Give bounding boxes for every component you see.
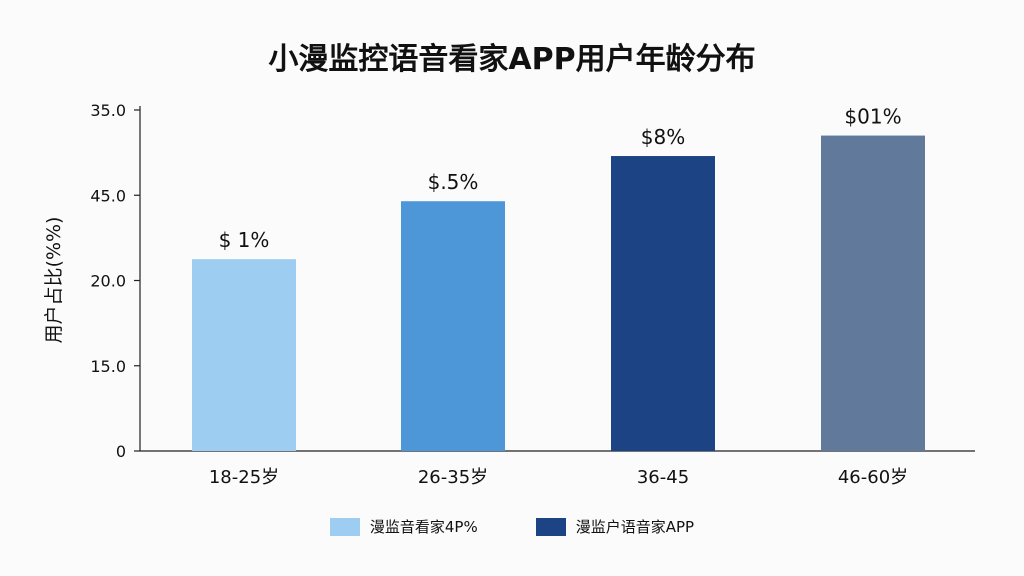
x-tick-label-3: 36-45 [637, 467, 689, 488]
legend-label-1: 漫监音看家4P% [369, 518, 478, 536]
chart-title: 小漫监控语音看家APP用户年龄分布 [268, 42, 756, 77]
bar-3 [611, 156, 715, 451]
y-tick-label: 35.0 [90, 101, 126, 120]
bar-value-label-2: $.5% [428, 170, 479, 194]
legend-label-2: 漫监户语音家APP [575, 518, 695, 536]
y-tick-label: 0 [116, 442, 126, 461]
legend-item-1: 漫监音看家4P% [329, 516, 478, 537]
legend-item-2: 漫监户语音家APP [535, 516, 695, 537]
legend-swatch-1 [329, 517, 360, 536]
x-tick-label-1: 18-25岁 [209, 467, 279, 488]
x-tick-label-4: 46-60岁 [838, 467, 908, 488]
bar-value-label-3: $8% [641, 125, 685, 149]
bar-4 [821, 135, 925, 451]
bar-2 [401, 201, 505, 451]
y-axis-title: 用户占比(%%) [43, 217, 65, 344]
y-tick-label: 20.0 [90, 272, 126, 291]
y-tick-label: 15.0 [90, 357, 126, 376]
x-tick-label-2: 26-35岁 [418, 467, 488, 488]
bar-value-label-4: $01% [844, 105, 901, 129]
bar-value-label-1: $ 1% [219, 228, 270, 252]
legend-swatch-2 [535, 517, 566, 536]
bar-1 [192, 259, 296, 451]
y-tick-label: 45.0 [90, 186, 126, 205]
legend: 漫监音看家4P% 漫监户语音家APP [0, 516, 1024, 537]
